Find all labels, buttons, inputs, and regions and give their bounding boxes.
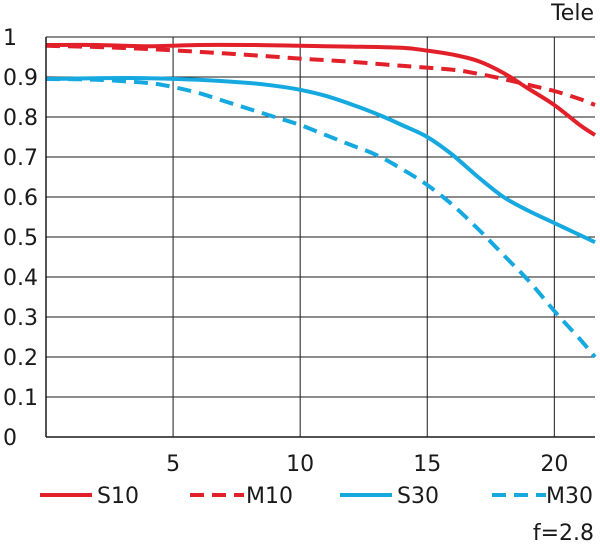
y-tick-label: 0.9 [3,66,38,91]
y-tick-label: 0.4 [3,266,38,291]
y-tick-label: 0.7 [3,146,38,171]
aperture-label: f=2.8 [533,521,594,546]
grid [46,36,595,437]
legend-label-m10: M10 [246,484,293,509]
x-tick-label: 20 [540,452,568,477]
x-tick-label: 15 [413,452,441,477]
legend: S10 M10 S30 M30 [40,484,593,509]
y-tick-label: 0.6 [3,186,38,211]
x-tick-labels: 5 10 15 20 [166,452,568,477]
legend-label-s30: S30 [397,484,439,509]
series-line-m30 [45,77,597,359]
axis-frame [45,37,595,438]
series-line-s30 [45,76,596,245]
y-tick-label: 0.1 [3,386,38,411]
x-tick-label: 5 [166,452,180,477]
y-tick-label: 0.2 [3,346,38,371]
y-tick-label: 0 [3,426,17,451]
x-tick-label: 10 [286,452,314,477]
y-tick-label: 0.8 [3,106,38,131]
legend-label-s10: S10 [97,484,139,509]
series-line-m10 [45,43,596,107]
y-tick-labels: 0 0.1 0.2 0.3 0.4 0.5 0.6 0.7 0.8 0.9 1 [3,26,38,451]
y-tick-label: 0.5 [3,226,38,251]
series-line-s10 [45,42,597,137]
legend-label-m30: M30 [546,484,593,509]
y-tick-label: 0.3 [3,306,38,331]
y-tick-label: 1 [3,26,17,51]
series-layer [45,42,597,359]
mode-label: Tele [550,1,594,26]
